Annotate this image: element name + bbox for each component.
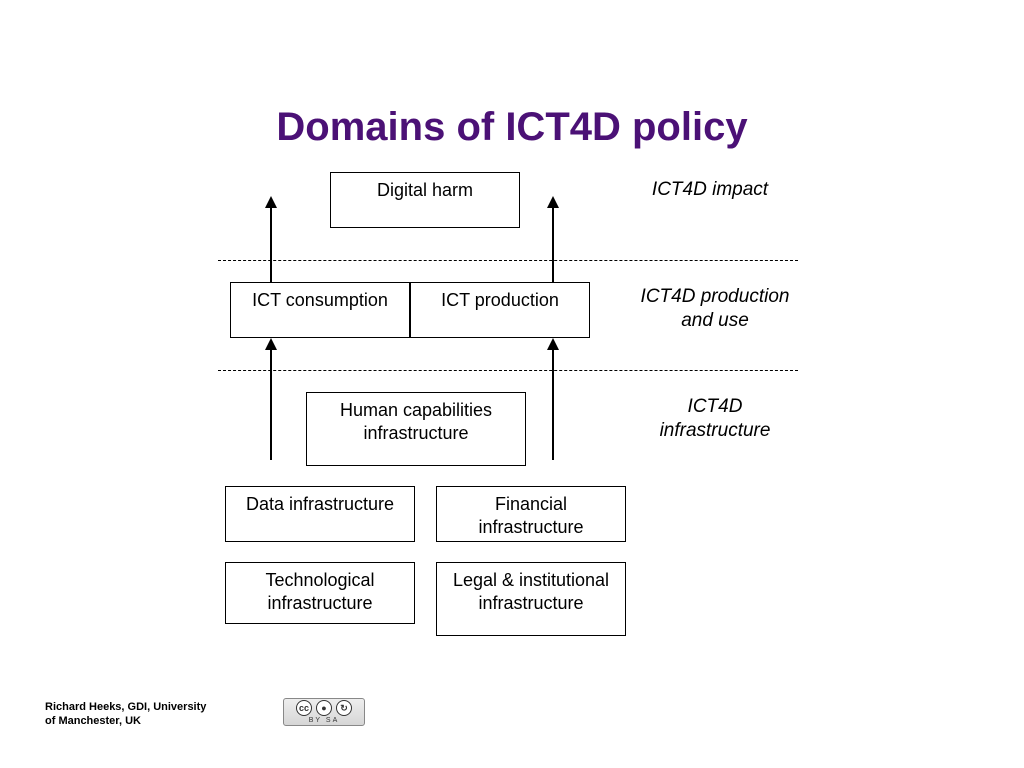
- box-label: Human capabilities infrastructure: [315, 399, 517, 444]
- box-data-infrastructure: Data infrastructure: [225, 486, 415, 542]
- divider-1: [218, 260, 798, 261]
- cc-text: BY SA: [309, 717, 340, 724]
- box-label: ICT production: [441, 289, 559, 312]
- by-icon: ●: [316, 700, 332, 716]
- box-technological-infrastructure: Technological infrastructure: [225, 562, 415, 624]
- arrow-head-icon: [265, 338, 277, 350]
- arrow-line: [270, 206, 272, 282]
- box-digital-harm: Digital harm: [330, 172, 520, 228]
- box-label: Financial infrastructure: [445, 493, 617, 538]
- box-label: ICT consumption: [252, 289, 388, 312]
- box-human-capabilities: Human capabilities infrastructure: [306, 392, 526, 466]
- box-label: Data infrastructure: [246, 493, 394, 516]
- sa-icon: ↻: [336, 700, 352, 716]
- arrow-head-icon: [265, 196, 277, 208]
- attribution-line2: of Manchester, UK: [45, 715, 141, 727]
- attribution-text: Richard Heeks, GDI, University of Manche…: [45, 700, 206, 729]
- label-infrastructure: ICT4D infrastructure: [630, 395, 800, 443]
- arrow-line: [270, 348, 272, 460]
- box-label: Technological infrastructure: [234, 569, 406, 614]
- divider-2: [218, 370, 798, 371]
- arrow-line: [552, 206, 554, 282]
- box-label: Digital harm: [377, 179, 473, 202]
- box-ict-consumption: ICT consumption: [230, 282, 410, 338]
- box-label: Legal & institutional infrastructure: [445, 569, 617, 614]
- cc-icon: cc: [296, 700, 312, 716]
- label-impact: ICT4D impact: [630, 178, 790, 202]
- arrow-head-icon: [547, 196, 559, 208]
- box-financial-infrastructure: Financial infrastructure: [436, 486, 626, 542]
- arrow-head-icon: [547, 338, 559, 350]
- cc-license-icon: cc ● ↻ BY SA: [283, 698, 365, 726]
- attribution-line1: Richard Heeks, GDI, University: [45, 701, 206, 713]
- box-ict-production: ICT production: [410, 282, 590, 338]
- box-legal-institutional-infrastructure: Legal & institutional infrastructure: [436, 562, 626, 636]
- arrow-line: [552, 348, 554, 460]
- label-production-use: ICT4D production and use: [630, 285, 800, 333]
- page-title: Domains of ICT4D policy: [0, 105, 1024, 150]
